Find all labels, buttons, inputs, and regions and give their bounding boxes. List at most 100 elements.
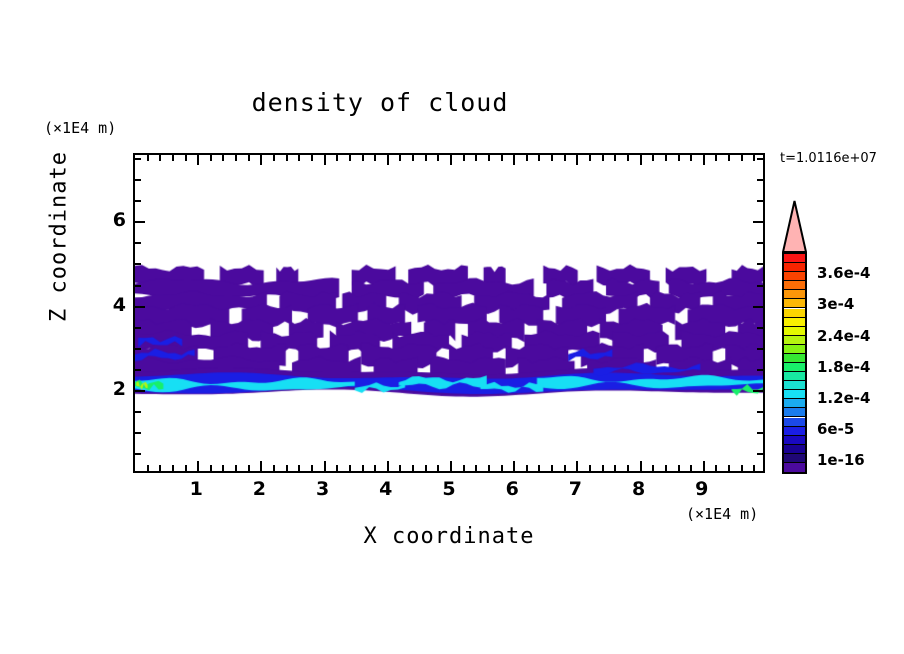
y-ticklabel: 4 — [112, 293, 126, 316]
y-tick-right — [757, 452, 763, 455]
y-tick-left — [135, 410, 141, 413]
x-tick-bottom — [323, 461, 326, 471]
x-tick-top — [361, 155, 364, 161]
x-tick-top — [614, 155, 617, 161]
x-tick-top — [715, 155, 718, 161]
colorbar-segment — [784, 317, 805, 327]
y-tick-left — [135, 200, 141, 203]
x-tick-top — [538, 155, 541, 161]
y-tick-right — [753, 221, 763, 224]
x-tick-top — [310, 155, 313, 161]
colorbar-segment — [784, 426, 805, 436]
x-tick-bottom — [652, 465, 655, 471]
x-tick-top — [298, 155, 301, 161]
colorbar-segment — [784, 363, 805, 373]
x-ticklabel: 5 — [442, 478, 456, 500]
x-tick-bottom — [209, 465, 212, 471]
x-tick-bottom — [639, 461, 642, 471]
y-tick-left — [135, 263, 141, 266]
x-tick-top — [323, 155, 326, 165]
y-tick-right — [753, 389, 763, 392]
colorbar-ticklabel: 6e-5 — [817, 420, 855, 439]
x-tick-bottom — [361, 465, 364, 471]
x-tick-top — [386, 155, 389, 165]
x-tick-top — [563, 155, 566, 161]
y-tick-right — [757, 284, 763, 287]
y-axis-unit-label: (×1E4 m) — [44, 119, 117, 137]
y-tick-right — [757, 347, 763, 350]
x-tick-top — [235, 155, 238, 161]
y-tick-left — [135, 221, 145, 224]
colorbar-ticklabel: 3.6e-4 — [817, 264, 871, 283]
x-tick-bottom — [298, 465, 301, 471]
x-tick-bottom — [247, 465, 250, 471]
plot-area — [133, 153, 765, 473]
x-tick-bottom — [740, 465, 743, 471]
colorbar-ticklabel: 3e-4 — [817, 295, 855, 314]
x-tick-top — [626, 155, 629, 161]
x-tick-bottom — [563, 465, 566, 471]
x-axis-unit-label: (×1E4 m) — [686, 505, 759, 523]
x-tick-top — [247, 155, 250, 161]
x-tick-bottom — [728, 465, 731, 471]
x-tick-bottom — [626, 465, 629, 471]
y-tick-left — [135, 452, 141, 455]
x-ticklabel: 6 — [505, 478, 519, 500]
x-tick-bottom — [197, 461, 200, 471]
x-ticklabel: 3 — [315, 478, 330, 500]
x-tick-top — [209, 155, 212, 161]
x-tick-top — [652, 155, 655, 161]
x-axis-title: X coordinate — [363, 524, 535, 549]
x-tick-bottom — [589, 465, 592, 471]
y-tick-right — [757, 242, 763, 245]
colorbar-segment — [784, 435, 805, 445]
colorbar-segment — [784, 254, 805, 264]
x-tick-bottom — [500, 465, 503, 471]
x-tick-top — [197, 155, 200, 165]
x-tick-top — [551, 155, 554, 161]
y-tick-right — [757, 263, 763, 266]
colorbar-segment — [784, 462, 805, 472]
colorbar-segment — [784, 308, 805, 318]
x-ticklabel: 7 — [568, 478, 583, 500]
x-tick-top — [664, 155, 667, 161]
y-ticklabel: 2 — [112, 377, 126, 400]
x-tick-bottom — [336, 465, 339, 471]
x-tick-bottom — [551, 465, 554, 471]
y-tick-right — [757, 368, 763, 371]
x-tick-bottom — [235, 465, 238, 471]
x-tick-bottom — [412, 465, 415, 471]
x-tick-bottom — [614, 465, 617, 471]
x-tick-top — [222, 155, 225, 161]
x-tick-bottom — [753, 465, 756, 471]
colorbar-segment — [784, 272, 805, 282]
colorbar-segment — [784, 290, 805, 300]
x-tick-bottom — [702, 461, 705, 471]
colorbar-ticklabel: 1.8e-4 — [817, 357, 871, 376]
x-tick-top — [273, 155, 276, 161]
x-tick-bottom — [601, 465, 604, 471]
colorbar-segment — [784, 408, 805, 418]
y-tick-left — [135, 305, 145, 308]
y-axis-title: Z coordinate — [46, 151, 72, 322]
x-tick-top — [525, 155, 528, 161]
x-tick-top — [601, 155, 604, 161]
y-tick-right — [757, 410, 763, 413]
x-tick-top — [437, 155, 440, 161]
page-title: density of cloud — [251, 88, 509, 117]
x-tick-top — [348, 155, 351, 161]
x-tick-top — [462, 155, 465, 161]
x-tick-top — [740, 155, 743, 161]
colorbar-segment — [784, 281, 805, 291]
y-tick-right — [757, 200, 763, 203]
x-tick-bottom — [437, 465, 440, 471]
y-tick-left — [135, 242, 141, 245]
y-tick-left — [135, 368, 141, 371]
x-tick-bottom — [285, 465, 288, 471]
x-tick-bottom — [450, 461, 452, 471]
y-tick-right — [757, 431, 763, 434]
colorbar-segment — [784, 299, 805, 309]
x-tick-top — [487, 155, 490, 161]
colorbar[interactable] — [782, 252, 807, 474]
